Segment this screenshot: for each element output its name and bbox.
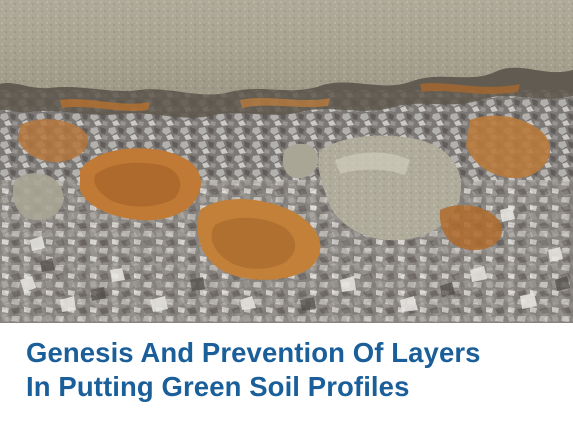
article-title-line-1: Genesis And Prevention Of Layers: [26, 337, 481, 368]
article-title-line-2: In Putting Green Soil Profiles: [26, 371, 410, 402]
soil-profile-image: [0, 0, 573, 323]
soil-profile-photo: [0, 0, 573, 323]
article-title[interactable]: Genesis And Prevention Of Layers In Putt…: [26, 336, 566, 404]
